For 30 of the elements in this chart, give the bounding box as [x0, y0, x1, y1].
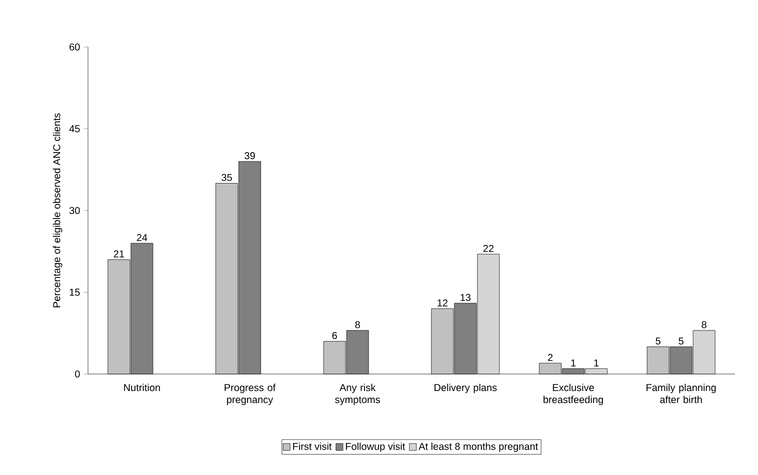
x-tick-label: Nutrition — [124, 384, 160, 392]
y-tick-label: 0 — [75, 370, 80, 378]
data-label: 24 — [136, 234, 148, 241]
legend-label: First visit — [293, 442, 332, 450]
legend-label: At least 8 months pregnant — [418, 442, 538, 452]
data-label: 39 — [244, 152, 255, 160]
data-label: 13 — [460, 294, 471, 301]
data-label: 5 — [678, 338, 684, 345]
x-tick-label: Any risk symptoms — [335, 384, 380, 406]
y-tick-label: 60 — [70, 43, 80, 51]
data-label: 22 — [483, 244, 494, 252]
data-label: 2 — [548, 354, 553, 361]
y-tick-label: 45 — [69, 125, 80, 132]
data-label: 5 — [656, 338, 660, 345]
legend-label: Followup visit — [346, 442, 406, 452]
data-label: 1 — [594, 359, 599, 366]
y-tick-label: 30 — [69, 206, 80, 214]
data-label: 12 — [438, 299, 448, 306]
data-label: 35 — [222, 174, 232, 182]
data-label: 8 — [702, 321, 706, 328]
data-label: 8 — [355, 321, 360, 328]
y-axis-title: Percentage of eligible observed ANC clients — [52, 113, 62, 308]
y-tick-label: 15 — [70, 288, 80, 296]
x-tick-label: Family planning after birth — [646, 384, 716, 404]
data-label: 1 — [571, 359, 576, 366]
data-label: 21 — [114, 250, 124, 258]
x-tick-label: Exclusive breastfeeding — [544, 384, 603, 406]
data-label: 6 — [332, 332, 337, 340]
x-tick-label: Delivery plans — [434, 384, 497, 394]
x-tick-label: Progress of pregnancy — [224, 384, 276, 406]
